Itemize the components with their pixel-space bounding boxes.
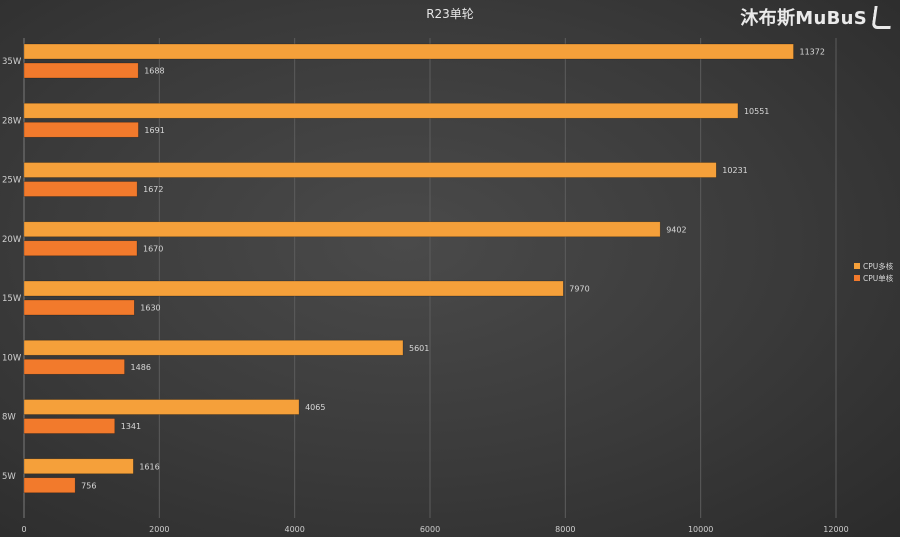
data-label: 10551 xyxy=(744,107,769,116)
category-label: 15W xyxy=(2,294,22,304)
bar-cpu-single xyxy=(23,62,139,79)
bar-cpu-single xyxy=(23,240,138,257)
x-tick-labels: 0 2000 4000 6000 8000 10000 12000 xyxy=(21,525,848,534)
bar-cpu-single xyxy=(23,477,76,494)
data-label: 1616 xyxy=(139,462,159,471)
legend-swatch xyxy=(854,275,860,281)
category-label: 25W xyxy=(2,176,22,186)
x-tick-label: 6000 xyxy=(420,525,440,534)
data-label: 9402 xyxy=(666,225,686,234)
data-label: 1688 xyxy=(144,67,164,76)
bar-cpu-single xyxy=(23,358,125,375)
x-tick-label: 4000 xyxy=(284,525,304,534)
category-label: 10W xyxy=(2,353,22,363)
chart-title: R23单轮 xyxy=(426,7,474,21)
data-label: 1486 xyxy=(131,363,151,372)
bar-cpu-multi xyxy=(23,399,300,415)
bar-cpu-single xyxy=(23,418,116,434)
bar-cpu-multi xyxy=(23,221,661,238)
legend-swatch xyxy=(854,263,860,269)
data-label: 5601 xyxy=(409,344,429,353)
data-label: 1630 xyxy=(140,304,160,313)
data-label: 11372 xyxy=(800,48,825,57)
x-tick-label: 12000 xyxy=(823,525,848,534)
category-label: 8W xyxy=(2,413,16,423)
category-label: 35W xyxy=(2,57,22,67)
bar-cpu-multi xyxy=(23,458,134,475)
category-label: 20W xyxy=(2,235,22,245)
data-label: 4065 xyxy=(305,403,325,412)
x-tick-label: 0 xyxy=(21,525,26,534)
bar-cpu-single xyxy=(23,181,138,197)
data-label: 1672 xyxy=(143,185,163,194)
category-label: 5W xyxy=(2,472,16,482)
x-tick-label: 8000 xyxy=(555,525,575,534)
x-tick-label: 10000 xyxy=(688,525,713,534)
bar-cpu-multi xyxy=(23,102,739,119)
bar-cpu-multi xyxy=(23,43,794,60)
bar-cpu-multi xyxy=(23,280,564,297)
bars: 35W 11372 1688 28W 10551 1691 25W 10231 1672 20W 9… xyxy=(2,43,825,494)
data-label: 1341 xyxy=(121,422,141,431)
data-label: 1670 xyxy=(143,244,163,253)
watermark: 沐布斯MuBuS xyxy=(740,4,894,30)
bar-cpu-multi xyxy=(23,339,404,356)
legend-label: CPU多核 xyxy=(863,261,894,271)
data-label: 756 xyxy=(81,481,96,490)
data-label: 1691 xyxy=(144,126,164,135)
bar-cpu-single xyxy=(23,299,135,316)
legend-label: CPU单核 xyxy=(863,273,894,283)
data-label: 10231 xyxy=(722,166,747,175)
bar-cpu-single xyxy=(23,121,139,138)
bar-cpu-multi xyxy=(23,162,717,178)
x-tick-label: 2000 xyxy=(149,525,169,534)
legend: CPU多核 CPU单核 xyxy=(854,261,894,283)
data-label: 7970 xyxy=(569,285,589,294)
category-label: 28W xyxy=(2,116,22,126)
watermark-text: 沐布斯MuBuS xyxy=(740,8,867,29)
watermark-logo-icon xyxy=(871,5,894,29)
